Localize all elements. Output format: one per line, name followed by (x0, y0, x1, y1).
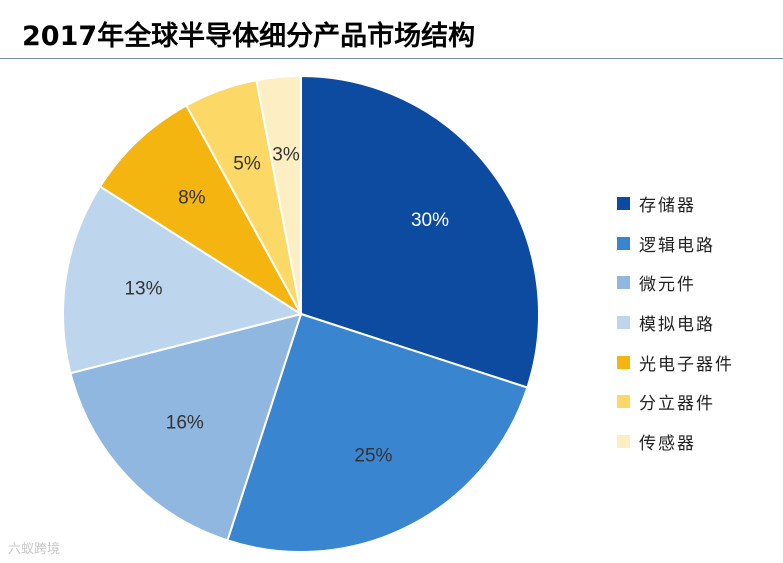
legend-swatch-5 (617, 355, 630, 369)
legend-label-2: 逻辑电路 (639, 235, 715, 256)
legend-item-5: 光电子器件 (617, 342, 734, 382)
slice-label-1: 30% (411, 210, 449, 231)
slice-label-2: 25% (354, 446, 392, 467)
legend-item-4: 模拟电路 (617, 303, 734, 343)
legend-swatch-6 (617, 395, 630, 409)
slice-label-3: 16% (166, 413, 204, 434)
legend-label-1: 存储器 (639, 196, 696, 217)
title-divider (0, 58, 783, 59)
legend-item-6: 分立器件 (617, 382, 734, 422)
legend-label-6: 分立器件 (639, 394, 715, 415)
legend-swatch-2 (617, 236, 630, 250)
pie-slice-7 (255, 74, 302, 315)
legend-swatch-3 (617, 276, 630, 290)
pie-slice-5 (98, 104, 302, 315)
legend: 存储器逻辑电路微元件模拟电路光电子器件分立器件传感器 (617, 184, 734, 461)
pie-slice-3 (69, 312, 303, 542)
legend-label-7: 传感器 (639, 433, 696, 454)
slice-label-4: 13% (124, 279, 162, 300)
pie-slice-2 (226, 312, 529, 553)
pie-slice-4 (62, 185, 304, 375)
legend-item-1: 存储器 (617, 184, 734, 224)
pie-slice-1 (300, 74, 540, 389)
legend-item-3: 微元件 (617, 263, 734, 303)
legend-swatch-1 (617, 197, 630, 211)
slice-label-7: 3% (272, 145, 300, 166)
legend-label-5: 光电子器件 (639, 354, 734, 375)
legend-item-7: 传感器 (617, 422, 734, 462)
legend-label-4: 模拟电路 (639, 315, 715, 336)
legend-swatch-4 (617, 316, 630, 330)
chart-title: 2017年全球半导体细分产品市场结构 (22, 21, 476, 52)
slice-label-6: 5% (233, 154, 261, 175)
watermark: 六蚁跨境 (8, 542, 61, 557)
legend-label-3: 微元件 (639, 275, 696, 296)
slice-label-5: 8% (178, 187, 206, 208)
legend-swatch-7 (617, 434, 630, 448)
legend-item-2: 逻辑电路 (617, 224, 734, 264)
